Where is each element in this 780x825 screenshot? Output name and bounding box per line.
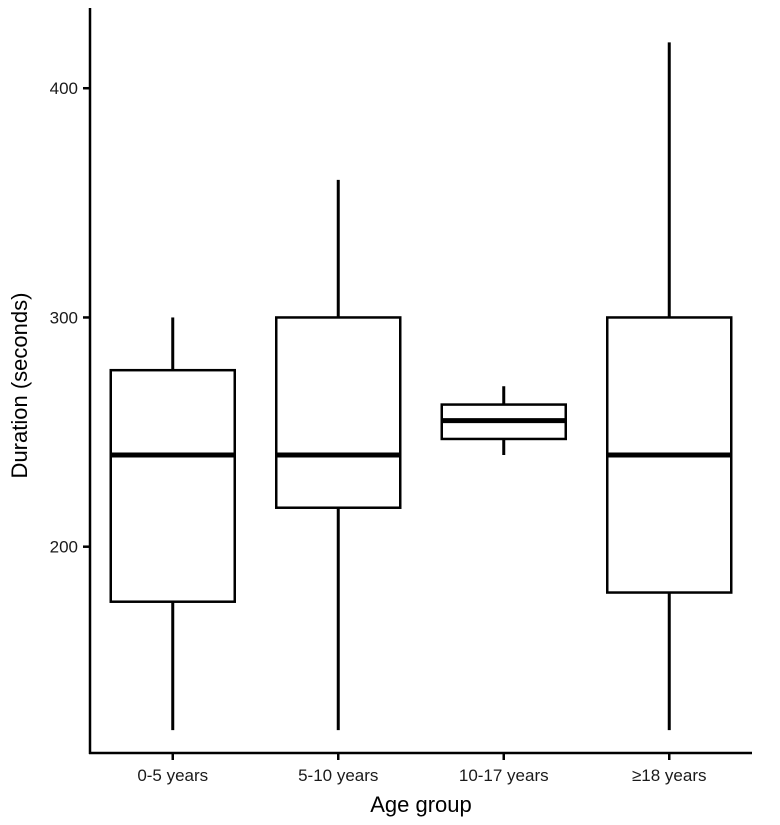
box-group-1 [109, 317, 236, 731]
x-tick-label: ≥18 years [632, 766, 707, 785]
y-tick-label: 400 [50, 79, 78, 98]
boxes-layer [109, 42, 733, 731]
x-tick-label: 10-17 years [459, 766, 549, 785]
y-ticks-layer: 200 300 400 [50, 79, 90, 557]
box-group-2 [275, 179, 402, 731]
y-tick-label: 200 [50, 538, 78, 557]
y-axis-title: Duration (seconds) [7, 293, 32, 479]
y-tick-label: 300 [50, 308, 78, 327]
box-group-4 [606, 42, 733, 731]
iqr-box [109, 368, 236, 603]
x-ticks-layer: 0-5 years 5-10 years 10-17 years ≥18 years [137, 753, 707, 785]
box-group-3 [440, 386, 567, 455]
x-axis-title: Age group [370, 792, 472, 817]
x-tick-label: 5-10 years [298, 766, 378, 785]
iqr-box [275, 316, 402, 509]
x-tick-label: 0-5 years [137, 766, 208, 785]
